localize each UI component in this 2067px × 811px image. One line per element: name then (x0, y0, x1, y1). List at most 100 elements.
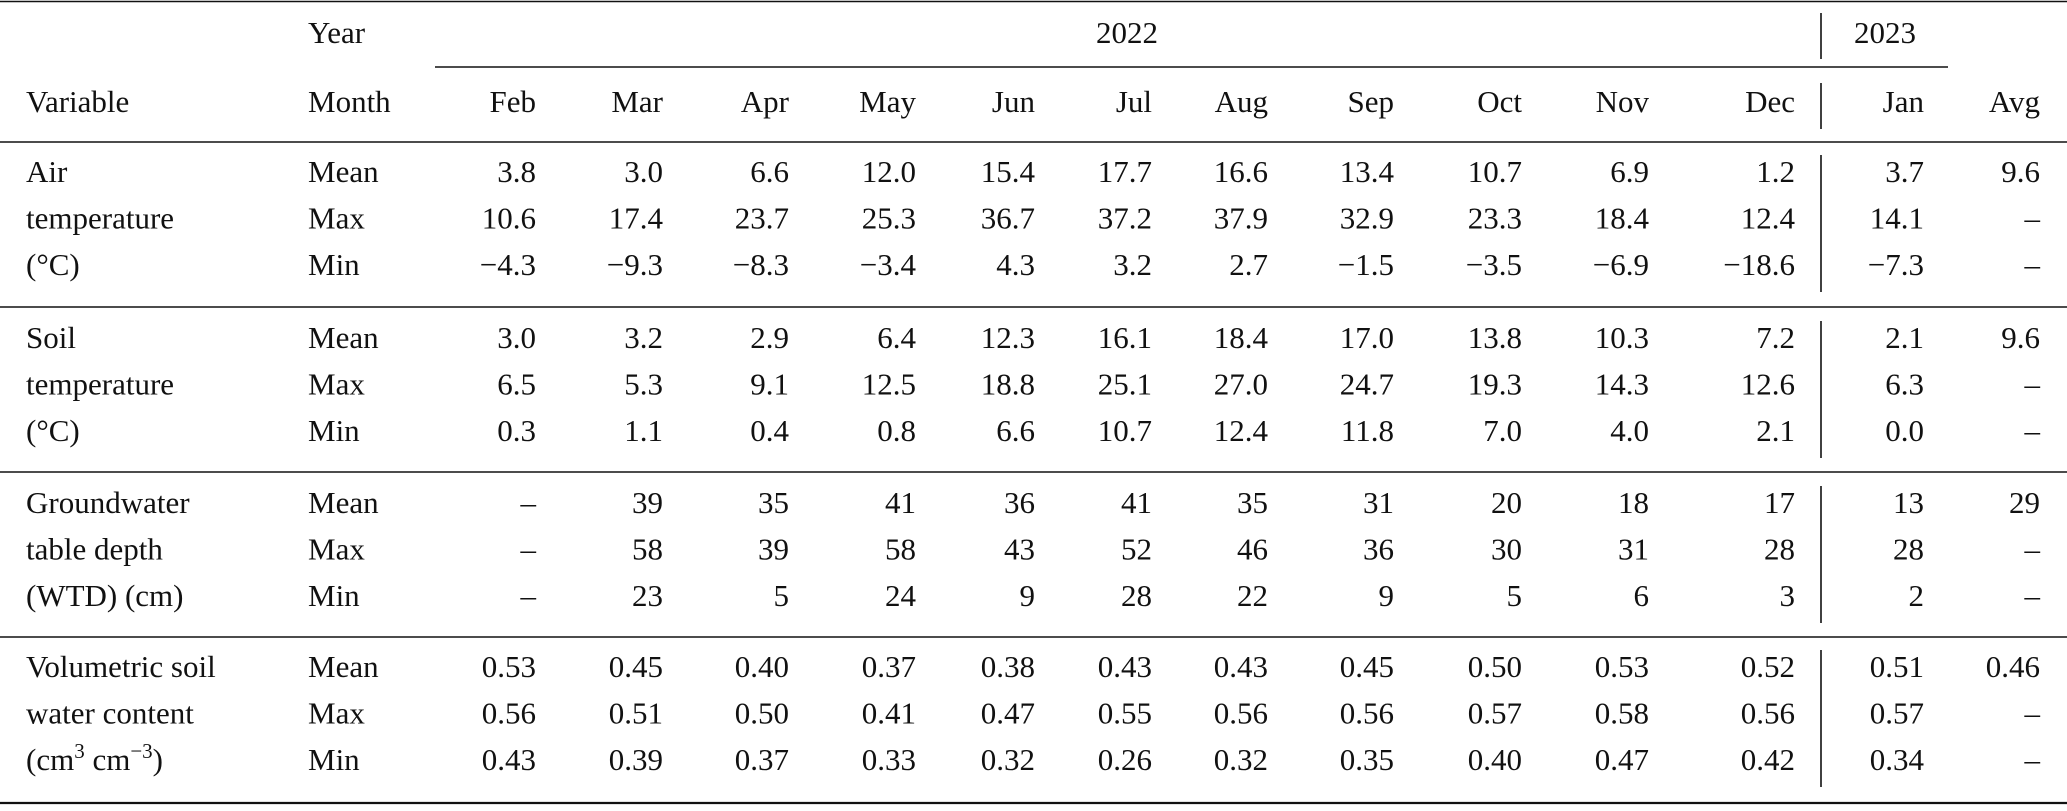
cell-value: – (520, 485, 537, 520)
cell-value: 28 (1121, 578, 1152, 613)
cell-value: 0.53 (482, 649, 536, 684)
month: Jan (1883, 84, 1925, 119)
cell-value: 0.43 (1214, 649, 1268, 684)
cell-value: 35 (1237, 485, 1268, 520)
cell-value: 58 (632, 532, 663, 567)
cell-value: 0.45 (1340, 649, 1394, 684)
cell-value: −3.5 (1466, 247, 1522, 282)
cell-value: 18 (1618, 485, 1649, 520)
cell-value: 3.8 (497, 154, 536, 189)
stat-label: Max (308, 532, 365, 567)
variable-label: (cm3 cm−3) (26, 739, 163, 777)
avg-value: – (2024, 201, 2041, 236)
variable-label: (°C) (26, 247, 80, 282)
cell-value: 4.0 (1610, 413, 1649, 448)
cell-value: 3.0 (497, 320, 536, 355)
cell-value: 0.56 (1214, 696, 1268, 731)
cell-value: 16.1 (1098, 320, 1152, 355)
stat-label: Min (308, 413, 360, 448)
avg-value: – (2024, 247, 2041, 282)
cell-value: 2.1 (1885, 320, 1924, 355)
cell-value: 23.7 (735, 201, 789, 236)
variable-label: Volumetric soil (26, 649, 216, 684)
superscript: −3 (130, 739, 152, 763)
variable-label: temperature (26, 367, 174, 402)
cell-value: 17.4 (609, 201, 664, 236)
cell-value: 6 (1634, 578, 1650, 613)
avg-value: – (2024, 367, 2041, 402)
variable-label: temperature (26, 201, 174, 236)
cell-value: 28 (1893, 532, 1924, 567)
cell-value: 35 (758, 485, 789, 520)
cell-value: 0.4 (750, 413, 789, 448)
month: Dec (1745, 84, 1795, 119)
cell-value: 0.50 (1468, 649, 1522, 684)
cell-value: 10.7 (1468, 154, 1522, 189)
month: May (859, 84, 916, 119)
cell-value: 17.0 (1340, 320, 1394, 355)
cell-value: 39 (632, 485, 663, 520)
stat-label: Max (308, 696, 365, 731)
variable-label: (WTD) (cm) (26, 578, 184, 613)
month: Sep (1348, 84, 1395, 119)
cell-value: 0.34 (1870, 742, 1925, 777)
year-label: Year (308, 15, 366, 50)
cell-value: 0.8 (877, 413, 916, 448)
avg-value: – (2024, 532, 2041, 567)
variable-label: (°C) (26, 413, 80, 448)
cell-value: 0.35 (1340, 742, 1394, 777)
stat-label: Max (308, 367, 365, 402)
cell-value: −4.3 (480, 247, 536, 282)
cell-value: 9 (1379, 578, 1395, 613)
cell-value: 18.4 (1595, 201, 1650, 236)
cell-value: 0.39 (609, 742, 663, 777)
stat-label: Mean (308, 154, 379, 189)
cell-value: 3.2 (624, 320, 663, 355)
month: Jul (1116, 84, 1152, 119)
stat-label: Min (308, 247, 360, 282)
cell-value: 0.57 (1870, 696, 1924, 731)
cell-value: 2.9 (750, 320, 789, 355)
cell-value: 2 (1909, 578, 1925, 613)
cell-value: 3.0 (624, 154, 663, 189)
cell-value: 12.0 (862, 154, 916, 189)
cell-value: −7.3 (1868, 247, 1924, 282)
cell-value: 3.2 (1113, 247, 1152, 282)
cell-value: 2.1 (1756, 413, 1795, 448)
cell-value: 12.4 (1741, 201, 1796, 236)
avg-value: 29 (2009, 485, 2040, 520)
stat-label: Max (308, 201, 365, 236)
cell-value: −1.5 (1338, 247, 1394, 282)
label-part: ) (153, 742, 163, 777)
cell-value: 31 (1618, 532, 1649, 567)
cell-value: 24.7 (1340, 367, 1394, 402)
stat-label: Mean (308, 485, 379, 520)
cell-value: −18.6 (1723, 247, 1795, 282)
cell-value: −3.4 (860, 247, 917, 282)
cell-value: −9.3 (607, 247, 663, 282)
cell-value: 23 (632, 578, 663, 613)
cell-value: 0.3 (497, 413, 536, 448)
stat-label: Min (308, 742, 360, 777)
cell-value: 0.52 (1741, 649, 1795, 684)
variable-label: table depth (26, 532, 163, 567)
cell-value: 0.32 (981, 742, 1035, 777)
month: Oct (1477, 84, 1522, 119)
cell-value: 24 (885, 578, 917, 613)
cell-value: 12.6 (1741, 367, 1795, 402)
cell-value: 18.8 (981, 367, 1035, 402)
cell-value: 12.5 (862, 367, 916, 402)
stat-label: Mean (308, 320, 379, 355)
cell-value: 36.7 (981, 201, 1035, 236)
cell-value: 46 (1237, 532, 1268, 567)
cell-value: 0.53 (1595, 649, 1649, 684)
cell-value: – (520, 532, 537, 567)
cell-value: 0.45 (609, 649, 663, 684)
cell-value: 9.1 (750, 367, 789, 402)
cell-value: 0.33 (862, 742, 916, 777)
cell-value: −8.3 (733, 247, 789, 282)
cell-value: 16.6 (1214, 154, 1268, 189)
month: Mar (611, 84, 663, 119)
cell-value: 2.7 (1229, 247, 1268, 282)
